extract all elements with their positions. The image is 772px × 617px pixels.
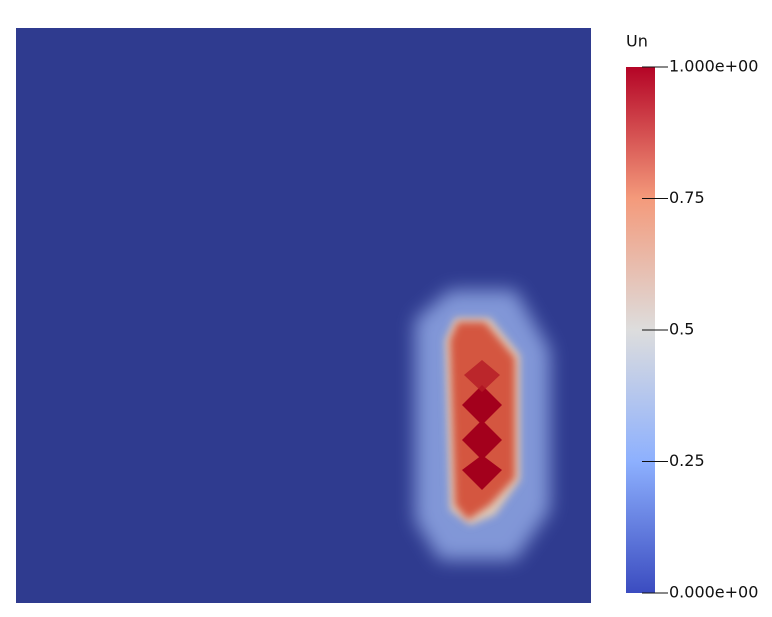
tick-label: 0.5: [669, 320, 694, 339]
tick-label: 0.000e+00: [669, 583, 758, 602]
colorbar-title: Un: [626, 32, 648, 51]
tick-label: 0.75: [669, 188, 705, 207]
field-hotspot: [415, 290, 550, 560]
tick-label: 0.25: [669, 451, 705, 470]
tick-label: 1.000e+00: [669, 57, 758, 76]
